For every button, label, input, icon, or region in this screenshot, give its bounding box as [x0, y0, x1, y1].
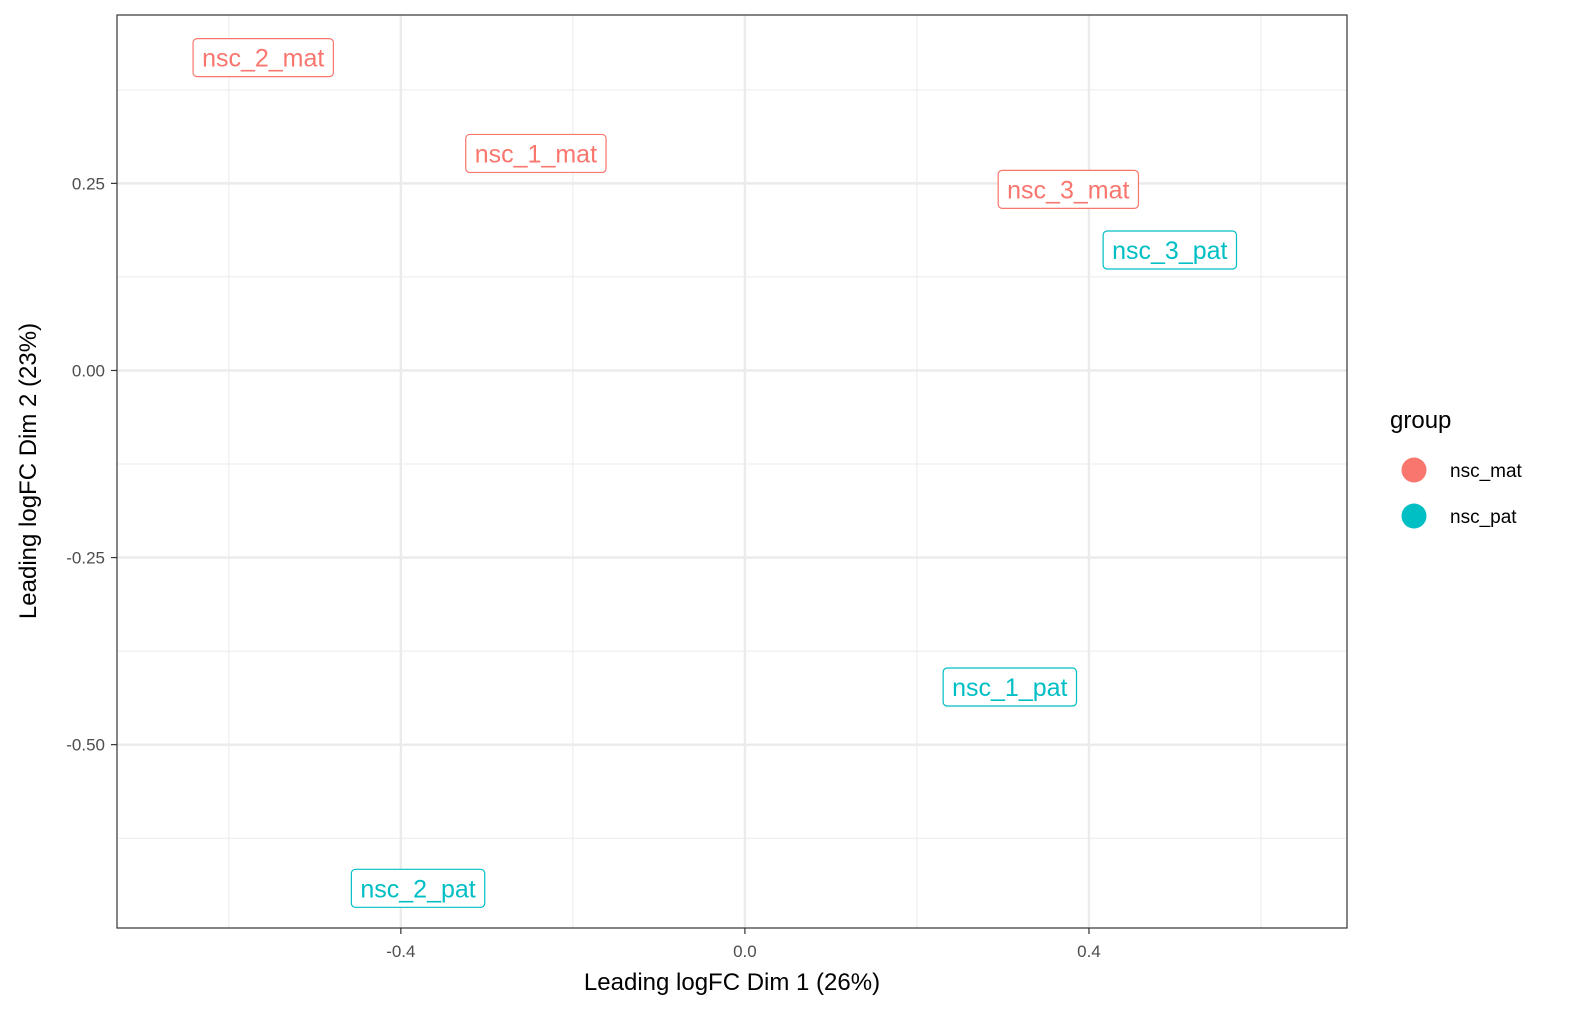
x-tick-label: 0.0	[733, 942, 757, 961]
point-label-nsc-3-mat: nsc_3_mat	[997, 169, 1140, 209]
point-label-box	[192, 38, 334, 78]
point-label-box	[942, 667, 1078, 707]
point-label-nsc-2-pat: nsc_2_pat	[350, 868, 486, 908]
point-label-text: nsc_3_mat	[1007, 176, 1129, 204]
point-label-text: nsc_1_pat	[952, 674, 1067, 702]
point-label-box	[465, 133, 607, 174]
y-tick-label: 0.25	[72, 174, 105, 193]
point-label-nsc-2-mat: nsc_2_mat	[192, 38, 334, 78]
legend-key-nsc-mat	[1401, 457, 1427, 483]
legend-key-nsc-pat	[1401, 503, 1427, 529]
x-tick-label: -0.4	[386, 942, 415, 961]
point-labels: nsc_2_mat nsc_1_mat nsc_3_mat nsc_3_pat nsc_…	[192, 38, 1238, 908]
point-label-box	[350, 868, 486, 908]
axis-ticks: -0.4 0.0 0.4 0.25 0.00 -0.25 -0.50	[66, 174, 1101, 961]
point-label-nsc-1-mat: nsc_1_mat	[465, 133, 607, 174]
point-label-box	[997, 169, 1140, 209]
y-tick-label: -0.50	[66, 736, 105, 755]
plot-panel-border	[116, 14, 1348, 929]
grid-lines	[117, 15, 1347, 928]
x-axis-title: Leading logFC Dim 1 (26%)	[584, 969, 880, 996]
y-tick-label: 0.00	[72, 361, 105, 380]
legend-title: group	[1390, 407, 1451, 434]
x-tick-label: 0.4	[1077, 942, 1101, 961]
y-tick-label: -0.25	[66, 549, 105, 568]
point-label-text: nsc_2_pat	[360, 875, 475, 903]
point-label-text: nsc_1_mat	[475, 140, 597, 168]
point-label-box	[1102, 230, 1238, 270]
point-label-text: nsc_2_mat	[202, 45, 324, 73]
plot-panel-background	[117, 15, 1347, 928]
legend-label-nsc-mat: nsc_mat	[1450, 461, 1523, 482]
point-label-text: nsc_3_pat	[1112, 237, 1227, 265]
point-label-nsc-3-pat: nsc_3_pat	[1102, 230, 1238, 270]
point-label-nsc-1-pat: nsc_1_pat	[942, 667, 1078, 707]
y-axis-title: Leading logFC Dim 2 (23%)	[15, 323, 42, 619]
legend: group nsc_mat nsc_pat	[1390, 407, 1523, 529]
legend-label-nsc-pat: nsc_pat	[1450, 507, 1517, 528]
